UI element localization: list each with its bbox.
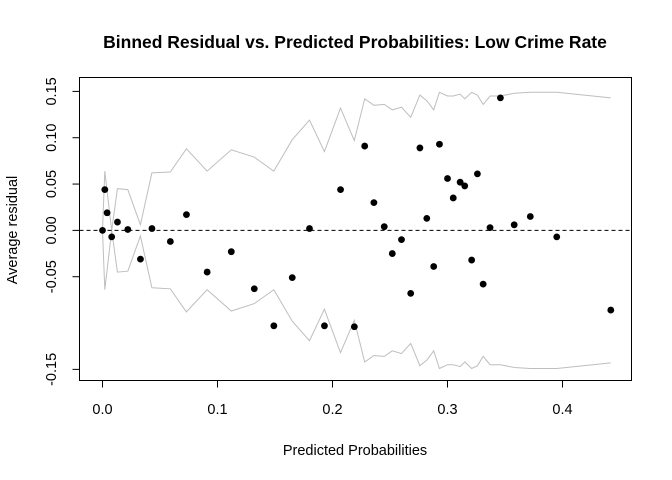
residual-point <box>103 209 111 217</box>
residual-point <box>166 238 174 245</box>
residual-point <box>430 263 438 270</box>
y-tick-label: -0.15 <box>44 353 60 386</box>
residual-point <box>449 194 457 202</box>
residual-point <box>183 211 190 219</box>
residual-point <box>114 218 121 226</box>
residual-point <box>370 199 378 206</box>
residual-point <box>474 170 481 178</box>
residual-point <box>486 224 494 232</box>
residual-point <box>468 256 476 264</box>
x-axis-label: Predicted Probabilities <box>283 443 427 459</box>
residual-point <box>227 248 235 256</box>
y-tick-label: -0.05 <box>44 260 60 293</box>
residual-point <box>124 226 132 233</box>
residual-point <box>270 322 278 330</box>
y-tick-label: 0.05 <box>44 170 60 198</box>
residual-point <box>526 213 534 220</box>
lower-band-line <box>102 230 611 370</box>
x-tick-label: 0.3 <box>437 402 457 418</box>
y-axis-label: Average residual <box>5 176 21 285</box>
y-axis: -0.15 -0.05 0.00 0.05 0.10 0.15 <box>44 77 80 386</box>
residual-point <box>137 255 144 263</box>
residual-point <box>321 322 328 330</box>
residual-point <box>497 94 504 102</box>
y-tick-label: 0.10 <box>44 124 60 152</box>
x-tick-label: 0.0 <box>92 402 112 418</box>
residual-point <box>380 223 388 231</box>
residual-point <box>148 225 156 232</box>
upper-band-line <box>102 91 611 231</box>
x-tick-label: 0.2 <box>322 402 342 418</box>
residual-point <box>444 175 451 182</box>
residual-point <box>250 285 258 293</box>
residual-point <box>407 289 415 297</box>
residual-point <box>553 233 561 241</box>
residual-point <box>479 280 487 288</box>
residual-point <box>108 233 116 241</box>
residual-point <box>388 250 396 257</box>
residual-point <box>510 221 518 229</box>
residual-point <box>99 226 106 234</box>
residual-point <box>203 268 211 276</box>
plot-frame <box>79 77 632 381</box>
x-axis: 0.0 0.1 0.2 0.3 0.4 <box>92 380 573 418</box>
residual-point <box>423 214 431 222</box>
residual-point <box>398 236 405 244</box>
x-tick-label: 0.1 <box>207 402 227 418</box>
residual-point <box>436 140 443 148</box>
residual-point <box>461 182 469 190</box>
y-tick-label: 0.15 <box>44 77 60 105</box>
residual-point <box>101 186 109 194</box>
residual-point <box>607 306 615 314</box>
residual-point <box>306 225 313 232</box>
residual-point <box>288 274 296 282</box>
residual-point <box>361 142 369 150</box>
residual-points <box>99 94 615 331</box>
y-tick-label: 0.00 <box>44 216 60 244</box>
chart-title: Binned Residual vs. Predicted Probabilit… <box>103 32 607 52</box>
residual-point <box>456 178 464 186</box>
residual-point <box>350 323 358 331</box>
residual-point <box>416 144 424 152</box>
x-tick-label: 0.4 <box>552 402 572 418</box>
residual-point <box>337 186 344 194</box>
